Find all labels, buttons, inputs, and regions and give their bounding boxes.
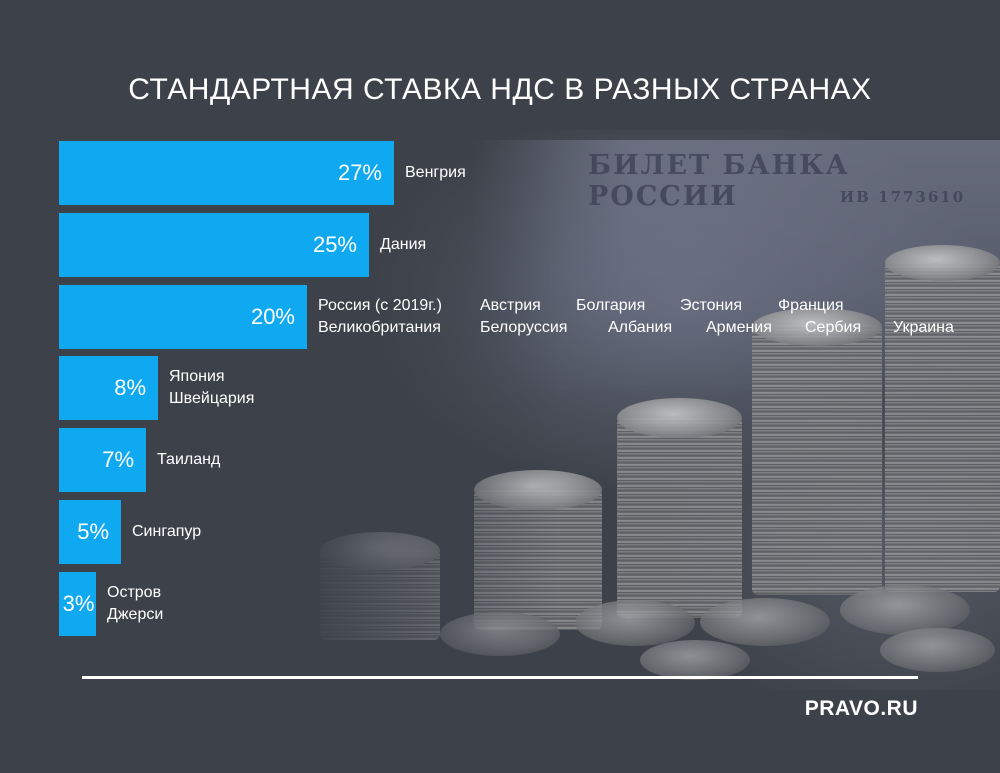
bar <box>59 285 307 349</box>
category-label: Франция <box>778 297 844 314</box>
bar-value-label: 27% <box>337 160 382 185</box>
category-label: Австрия <box>480 297 541 314</box>
bar <box>59 213 369 277</box>
category-label: Дания <box>380 236 427 253</box>
category-label: Сербия <box>805 319 862 336</box>
category-label: Остров <box>107 584 162 601</box>
coin <box>640 640 750 680</box>
coin <box>885 245 1000 281</box>
coin <box>752 308 882 346</box>
category-label: Эстония <box>680 297 742 314</box>
coin <box>880 628 995 672</box>
bar <box>59 356 158 420</box>
coin <box>840 585 970 635</box>
category-label: Украина <box>893 319 954 336</box>
coin-stack <box>885 262 1000 592</box>
bar <box>59 572 96 636</box>
bar-value-label: 20% <box>250 304 295 329</box>
category-label: Джерси <box>107 606 164 623</box>
bar-value-label: 3% <box>62 591 95 616</box>
coin <box>700 598 830 646</box>
banknote-text: БИЛЕТ БАНКА РОССИИ <box>588 150 850 212</box>
bar <box>59 428 146 492</box>
bar <box>59 141 394 205</box>
coin-stack <box>752 325 882 595</box>
category-label: Белоруссия <box>480 319 568 336</box>
category-label: Албания <box>608 319 673 336</box>
category-label: Армения <box>706 319 772 336</box>
coin-stack <box>617 418 742 618</box>
banknote-serial: ИВ 1773610 <box>840 188 966 206</box>
divider <box>82 676 918 679</box>
chart-title: СТАНДАРТНАЯ СТАВКА НДС В РАЗНЫХ СТРАНАХ <box>128 73 872 106</box>
category-label: Болгария <box>576 297 646 314</box>
bar <box>59 500 121 564</box>
category-label: Таиланд <box>157 451 221 468</box>
coin <box>575 600 695 646</box>
coin <box>617 398 742 438</box>
brand-logo: PRAVO.RU <box>804 697 918 720</box>
bar-value-label: 25% <box>312 232 357 257</box>
bar-value-label: 5% <box>77 519 109 544</box>
category-label: Россия (с 2019г.) <box>318 297 442 314</box>
bar-value-label: 8% <box>114 375 146 400</box>
category-label: Великобритания <box>318 319 441 336</box>
category-label: Швейцария <box>169 390 255 407</box>
category-label: Сингапур <box>132 523 202 540</box>
bar-value-label: 7% <box>102 447 134 472</box>
category-label: Япония <box>169 368 225 385</box>
category-label: Венгрия <box>405 164 466 181</box>
